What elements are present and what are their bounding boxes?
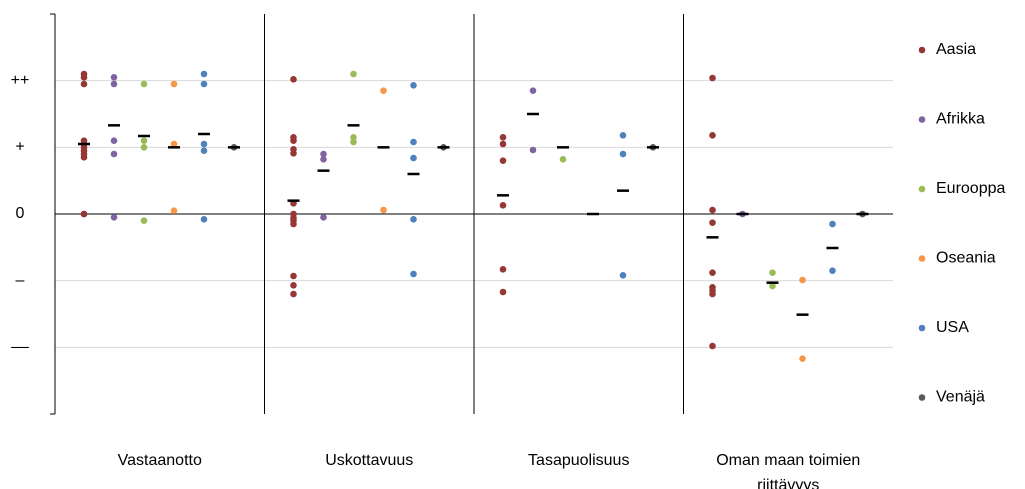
data-point [410,270,417,278]
data-point [410,154,417,162]
data-point [709,219,716,226]
data-point [529,87,537,94]
data-point [709,132,716,139]
legend-marker [918,394,926,401]
x-category-label: Tasapuolisuus [528,452,630,469]
legend-marker [918,116,926,123]
data-point [499,157,507,164]
x-category-label: Oman maan toimien riittävyys [716,452,861,489]
x-category-label: Uskottavuus [325,452,414,469]
y-tick-label: –– [11,339,29,356]
data-point [170,80,178,88]
data-point [290,272,297,280]
data-point [110,80,118,88]
legend-label: Aasia [936,41,976,58]
x-category-label: Vastaanotto [117,452,202,469]
data-point [559,156,567,163]
data-point [80,80,88,88]
data-point [140,137,148,144]
data-point [769,269,776,276]
y-tick-label: 0 [16,205,25,222]
data-point [499,266,507,273]
data-point [380,206,387,214]
data-point [290,220,297,228]
data-point [350,134,357,141]
y-tick-label: ++ [11,72,30,89]
legend-label: Venäjä [936,389,985,406]
data-point [799,276,806,284]
data-point [350,70,357,78]
legend-label: Afrikka [936,111,985,128]
data-point [410,138,417,146]
y-tick-label: – [16,272,25,289]
data-point [80,154,88,161]
data-point [619,132,627,139]
data-point [320,214,327,221]
data-point [200,216,208,223]
data-point [320,150,327,158]
data-point [410,216,417,223]
data-point [709,342,716,350]
data-point [140,80,148,88]
data-point [290,137,297,144]
legend-label: Eurooppa [936,180,1005,197]
data-point [140,217,148,224]
data-point [709,74,716,82]
data-point [709,290,716,298]
data-point [80,210,88,218]
data-point [619,150,627,158]
data-point [170,207,178,214]
data-point [290,282,297,289]
y-tick-label: + [15,139,24,156]
data-point [290,150,297,157]
data-point [320,156,327,163]
legend-marker [918,46,926,54]
data-point [410,82,417,89]
data-point [350,138,357,146]
data-point [829,220,836,228]
data-point [529,146,537,154]
data-point [709,269,716,276]
data-point [499,202,507,209]
data-point [80,74,88,81]
data-point [499,134,507,141]
legend-marker [918,255,926,262]
data-point [200,140,208,148]
data-point [200,80,208,88]
legend-marker [918,185,926,193]
legend-label: USA [936,319,969,336]
data-point [799,355,806,362]
data-point [290,76,297,83]
data-point [499,140,507,148]
data-point [829,267,836,274]
data-point [110,137,118,144]
data-point [200,70,208,78]
data-point [499,288,507,296]
legend-label: Oseania [936,250,996,267]
data-point [110,74,118,81]
data-point [110,214,118,221]
data-point [200,147,208,154]
data-point [619,272,627,279]
data-point [769,282,776,290]
data-point [110,150,118,158]
data-point [140,144,148,151]
legend-marker [918,324,926,332]
data-point [290,290,297,298]
data-point [380,87,387,94]
data-point [709,206,716,214]
data-point [170,140,178,148]
